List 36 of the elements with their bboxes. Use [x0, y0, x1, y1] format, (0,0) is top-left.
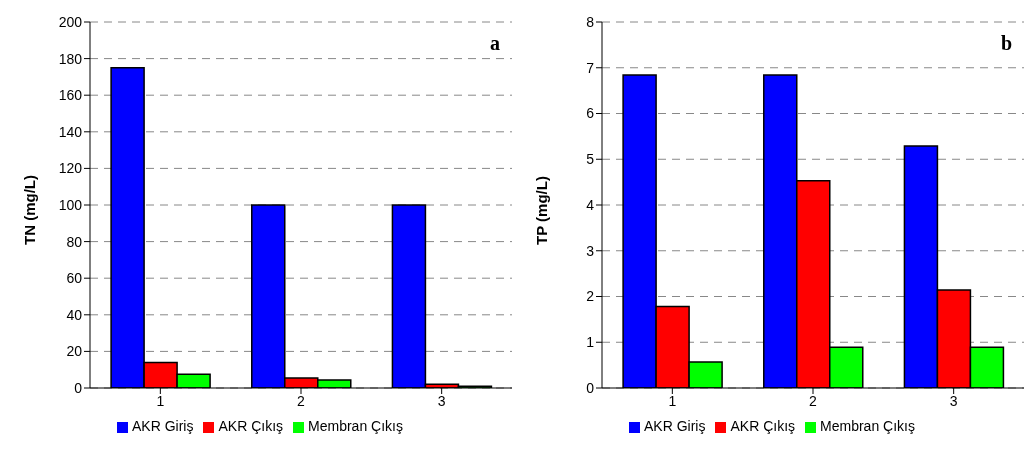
- y-tick-label: 200: [58, 13, 83, 30]
- y-axis-title: TP (mg/L): [533, 176, 551, 245]
- y-tick-label: 7: [586, 59, 595, 76]
- y-tick-label: 1: [586, 334, 595, 351]
- x-tick-label: 3: [949, 392, 958, 409]
- y-tick-label: 40: [66, 306, 83, 323]
- legend-label: AKR Giriş: [132, 418, 194, 434]
- y-tick-label: 140: [58, 123, 83, 140]
- y-tick-label: 180: [58, 50, 83, 67]
- y-tick-label: 160: [58, 87, 83, 104]
- x-tick-label: 1: [156, 392, 165, 409]
- y-tick-label: 3: [586, 242, 595, 259]
- x-tick-label: 2: [809, 392, 818, 409]
- y-tick-label: 5: [586, 151, 595, 168]
- x-tick-label: 3: [437, 392, 446, 409]
- y-tick-label: 60: [66, 270, 83, 287]
- legend-label: Membran Çıkış: [308, 418, 403, 434]
- y-tick-label: 4: [586, 196, 595, 213]
- annotation: b: [1000, 32, 1012, 55]
- y-tick-label: 8: [586, 13, 595, 30]
- legend-label: AKR Giriş: [644, 418, 706, 434]
- y-tick-label: 100: [58, 196, 83, 213]
- x-tick-label: 1: [668, 392, 677, 409]
- y-tick-label: 0: [74, 379, 83, 396]
- y-tick-label: 120: [58, 160, 83, 177]
- y-tick-label: 20: [66, 343, 83, 360]
- y-axis-title: TN (mg/L): [21, 175, 39, 245]
- y-tick-label: 80: [66, 233, 83, 250]
- legend-label: AKR Çıkış: [218, 418, 284, 434]
- y-tick-label: 2: [586, 288, 595, 305]
- y-tick-label: 0: [586, 379, 595, 396]
- legend-label: AKR Çıkış: [730, 418, 796, 434]
- y-tick-label: 6: [586, 105, 595, 122]
- annotation: a: [490, 32, 500, 55]
- legend-label: Membran Çıkış: [820, 418, 915, 434]
- x-tick-label: 2: [297, 392, 306, 409]
